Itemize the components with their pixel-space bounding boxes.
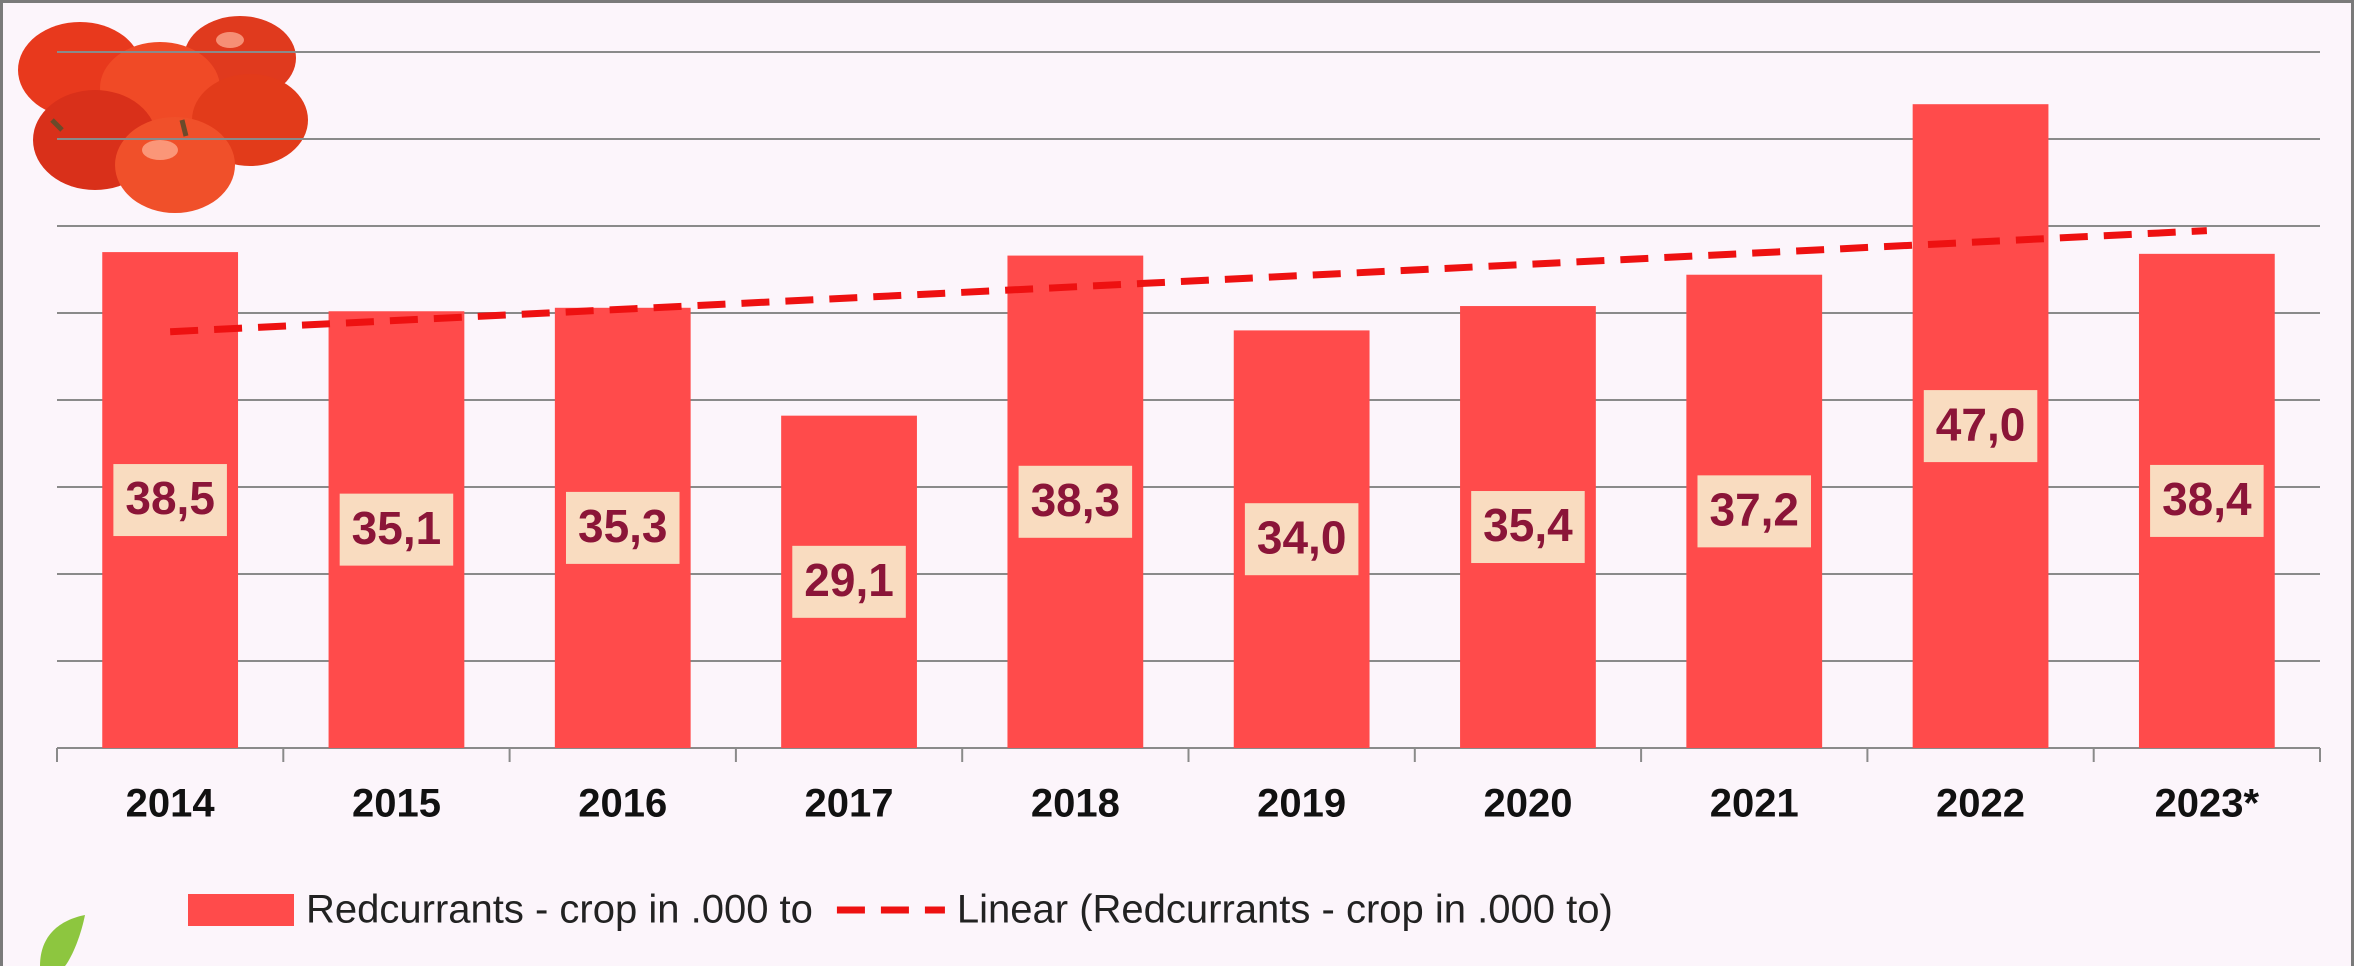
value-label-group: 47,0 — [1924, 390, 2038, 462]
x-tick-label: 2014 — [126, 782, 216, 826]
legend-label: Redcurrants - crop in .000 to — [306, 888, 813, 932]
x-tick-label: 2015 — [352, 782, 441, 826]
value-label-group: 38,5 — [113, 464, 227, 536]
value-label: 47,0 — [1936, 398, 2026, 450]
page: {"chart_data": {"type": "bar", "categori… — [0, 0, 2354, 966]
x-tick-label: 2020 — [1483, 782, 1572, 826]
x-tick-label: 2021 — [1710, 782, 1799, 826]
value-label-group: 37,2 — [1697, 475, 1811, 547]
x-tick-label: 2018 — [1031, 782, 1120, 826]
legend-label: Linear (Redcurrants - crop in .000 to) — [957, 888, 1613, 932]
x-tick-label: 2023* — [2155, 782, 2260, 826]
value-label-group: 34,0 — [1245, 503, 1359, 575]
value-label-group: 35,1 — [340, 494, 454, 566]
x-tick-label: 2019 — [1257, 782, 1346, 826]
x-tick-label: 2022 — [1936, 782, 2025, 826]
value-label-group: 35,4 — [1471, 491, 1585, 563]
value-label: 37,2 — [1709, 484, 1799, 536]
x-tick-label: 2016 — [578, 782, 667, 826]
x-tick-label: 2017 — [805, 782, 894, 826]
value-label: 35,3 — [578, 500, 668, 552]
value-label-group: 38,3 — [1019, 466, 1133, 538]
value-label: 29,1 — [804, 554, 894, 606]
legend-swatch — [188, 894, 294, 926]
value-label: 34,0 — [1257, 511, 1347, 563]
value-label: 38,4 — [2162, 473, 2252, 525]
chart: 38,5 35,1 35,3 29,1 38,3 34,0 35,4 37,2 47,0 38,4… — [0, 0, 2354, 966]
value-label-group: 38,4 — [2150, 465, 2264, 537]
value-label: 35,1 — [352, 502, 442, 554]
value-label-group: 29,1 — [792, 546, 906, 618]
value-label: 35,4 — [1483, 499, 1573, 551]
value-label: 38,5 — [125, 472, 215, 524]
value-label-group: 35,3 — [566, 492, 680, 564]
value-label: 38,3 — [1031, 474, 1121, 526]
